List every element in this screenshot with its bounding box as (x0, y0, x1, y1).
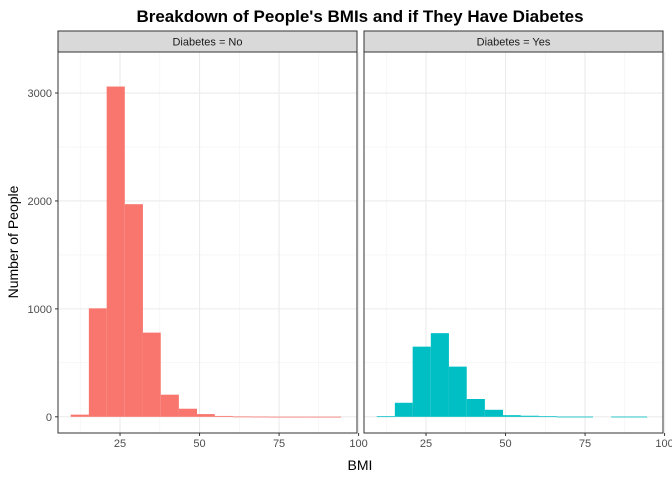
y-axis: 0 1000 2000 3000 (28, 88, 58, 424)
histogram-bar-no (268, 416, 288, 418)
x-tick-label: 75 (579, 438, 591, 450)
histogram-bar-yes (448, 366, 467, 417)
x-tick-label: 25 (114, 438, 126, 450)
y-tick-label: 2000 (28, 196, 52, 208)
histogram-bar-no (251, 416, 269, 418)
histogram-bar-yes (628, 416, 648, 418)
histogram-bar-no (124, 204, 143, 417)
y-tick-label: 3000 (28, 88, 52, 100)
y-tick-label: 1000 (28, 304, 52, 316)
histogram-bar-no (160, 394, 179, 417)
x-tick-label: 50 (499, 438, 511, 450)
histogram-bar-yes (557, 416, 575, 418)
x-tick-label: 100 (655, 438, 672, 450)
y-tick-label: 0 (46, 412, 52, 424)
histogram-bar-no (197, 414, 215, 417)
histogram-bar-no (106, 86, 125, 417)
gridlines-yes (364, 52, 666, 433)
histogram-bar-yes (394, 402, 413, 417)
histogram-bar-yes (520, 415, 539, 417)
panel-border-yes (363, 51, 664, 434)
histogram-bar-no (142, 332, 161, 417)
histogram-bar-no (305, 416, 323, 418)
facet-strip-label-no: Diabetes = No (172, 37, 242, 49)
histogram-bar-yes (376, 416, 395, 418)
x-tick-label: 25 (420, 438, 432, 450)
histogram-bar-yes (466, 399, 485, 417)
x-tick-label: 100 (349, 438, 367, 450)
y-axis-title: Number of People (5, 185, 21, 298)
histogram-bar-yes (574, 416, 594, 418)
facet-strip-label-yes: Diabetes = Yes (477, 37, 551, 49)
plot-area-yes (364, 52, 663, 433)
x-tick-label: 50 (193, 438, 205, 450)
histogram-bar-yes (503, 415, 521, 417)
histogram-bar-no (232, 416, 252, 418)
histogram-bar-no (88, 308, 107, 417)
x-axis-title: BMI (348, 457, 373, 473)
facet-panel-diabetes-yes: Diabetes = Yes 25 50 75 100 (363, 30, 672, 450)
histogram-bar-no (70, 414, 89, 417)
chart-title: Breakdown of People's BMIs and if They H… (136, 7, 583, 26)
histogram-bar-no (214, 415, 233, 417)
x-axis-ticks-yes: 25 50 75 100 (420, 433, 672, 450)
histogram-bar-yes (412, 346, 431, 417)
histogram-bar-no (287, 416, 306, 418)
histogram-bar-no (322, 416, 342, 418)
histogram-bar-yes (430, 333, 449, 417)
x-tick-label: 75 (273, 438, 285, 450)
panel-border-no (57, 51, 358, 434)
histogram-bar-yes (538, 416, 558, 418)
x-axis-ticks-no: 25 50 75 100 (114, 433, 368, 450)
histogram-bar-no (178, 408, 198, 417)
facet-panel-diabetes-no: Diabetes = No 25 50 75 100 (57, 30, 368, 450)
bars-yes (376, 333, 648, 418)
histogram-bar-yes (611, 416, 629, 418)
histogram-bar-yes (484, 409, 504, 417)
bars-no (70, 86, 342, 418)
